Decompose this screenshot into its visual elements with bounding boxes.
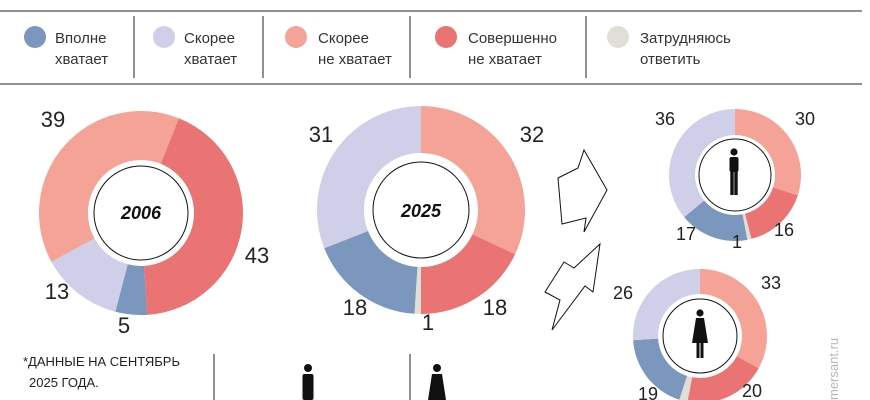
donut-slice-rather-not-enough — [38, 110, 179, 262]
arrow-right-down-icon — [544, 242, 601, 331]
data-label-not-enough-at-all: 20 — [742, 381, 762, 400]
footnote-line1: *ДАННЫЕ НА СЕНТЯБРЬ — [23, 354, 180, 369]
donut-slice-rather-enough — [669, 109, 735, 218]
legend-label-not-enough-at-all-line1: Совершенно — [468, 30, 557, 47]
data-label-not-enough-at-all: 43 — [245, 243, 269, 268]
donut-slice-hard-to-say — [679, 375, 693, 400]
legend-label-rather-enough-line1: Скорее — [184, 30, 235, 47]
donut-slice-fully-enough — [684, 200, 748, 242]
legend-swatch-fully-enough — [24, 26, 46, 48]
donut-slice-rather-not-enough — [735, 109, 802, 196]
data-label-not-enough-at-all: 16 — [774, 220, 794, 240]
data-label-rather-not-enough: 39 — [41, 107, 65, 132]
legend-label-rather-enough-line2: хватает — [184, 51, 237, 68]
legend-item-rather-enough: Скорее хватает — [153, 26, 237, 68]
donut-year-label: 2006 — [120, 203, 162, 223]
data-label-fully-enough: 19 — [638, 384, 658, 400]
legend-swatch-hard-to-say — [607, 26, 629, 48]
legend-swatch-rather-not-enough — [285, 26, 307, 48]
data-label-rather-not-enough: 32 — [520, 122, 544, 147]
data-label-hard-to-say: 1 — [732, 232, 742, 252]
legend-label-hard-to-say-line1: Затрудняюсь — [640, 30, 731, 47]
data-label-not-enough-at-all: 18 — [483, 295, 507, 320]
legend-label-fully-enough-line1: Вполне — [55, 30, 107, 47]
donut-slice-rather-enough — [317, 106, 421, 249]
donut-center — [93, 165, 189, 261]
legend-label-fully-enough-line2: хватает — [55, 51, 108, 68]
data-label-rather-not-enough: 33 — [761, 273, 781, 293]
legend-swatch-rather-enough — [153, 26, 175, 48]
data-label-rather-not-enough: 30 — [795, 109, 815, 129]
data-label-fully-enough: 5 — [118, 313, 130, 338]
woman-icon — [428, 364, 446, 400]
legend-item-hard-to-say: Затрудняюсь ответить — [607, 26, 731, 68]
legend-item-rather-not-enough: Скорее не хватает — [285, 26, 392, 68]
man-icon — [729, 148, 739, 195]
arrow-right-up-icon — [557, 148, 608, 233]
data-label-rather-enough: 36 — [655, 109, 675, 129]
footnote-line2: 2025 ГОДА. — [29, 375, 99, 390]
data-label-rather-enough: 26 — [613, 283, 633, 303]
woman-icon — [692, 309, 708, 358]
legend-label-hard-to-say-line2: ответить — [640, 51, 701, 68]
donut-slice-rather-enough — [633, 269, 700, 341]
donut-slice-fully-enough — [115, 264, 148, 316]
legend: Вполне хватает Скорее хватает Скорее не … — [24, 16, 731, 78]
legend-label-rather-not-enough-line1: Скорее — [318, 30, 369, 47]
legend-label-not-enough-at-all-line2: не хватает — [468, 51, 542, 68]
donut-slice-hard-to-say — [414, 266, 421, 314]
data-label-rather-enough: 13 — [45, 279, 69, 304]
legend-item-fully-enough: Вполне хватает — [24, 26, 108, 68]
watermark: mersant.ru — [826, 338, 841, 400]
donut-chart: 2006 5 13 39 43 — [38, 107, 269, 338]
donut-slice-rather-not-enough — [700, 269, 767, 369]
donut-slice-not-enough-at-all — [144, 118, 244, 315]
data-label-fully-enough: 18 — [343, 295, 367, 320]
data-label-rather-enough: 31 — [309, 122, 333, 147]
donut-slice-not-enough-at-all — [421, 234, 516, 314]
donut-year-label: 2025 — [400, 201, 442, 221]
data-label-fully-enough: 17 — [676, 224, 696, 244]
donut-slice-hard-to-say — [742, 213, 752, 240]
donut-slice-rather-enough — [51, 238, 128, 312]
donut-slice-rather-not-enough — [421, 106, 525, 255]
donut-slice-fully-enough — [633, 338, 688, 400]
donut-slice-fully-enough — [324, 230, 418, 314]
legend-label-rather-not-enough-line2: не хватает — [318, 51, 392, 68]
legend-item-not-enough-at-all: Совершенно не хватает — [435, 26, 557, 68]
data-label-hard-to-say: 1 — [422, 310, 434, 335]
legend-swatch-not-enough-at-all — [435, 26, 457, 48]
donut-slice-not-enough-at-all — [687, 356, 759, 400]
donut-chart: 2025 18 31 32 18 1 — [309, 106, 544, 335]
donut-charts: 2006 5 13 39 43 2025 18 31 32 18 1 17 36 30 16 1 19 26 33 2… — [38, 106, 815, 400]
man-icon — [302, 364, 314, 400]
donut-slice-not-enough-at-all — [744, 187, 798, 239]
donut-center — [372, 161, 470, 259]
